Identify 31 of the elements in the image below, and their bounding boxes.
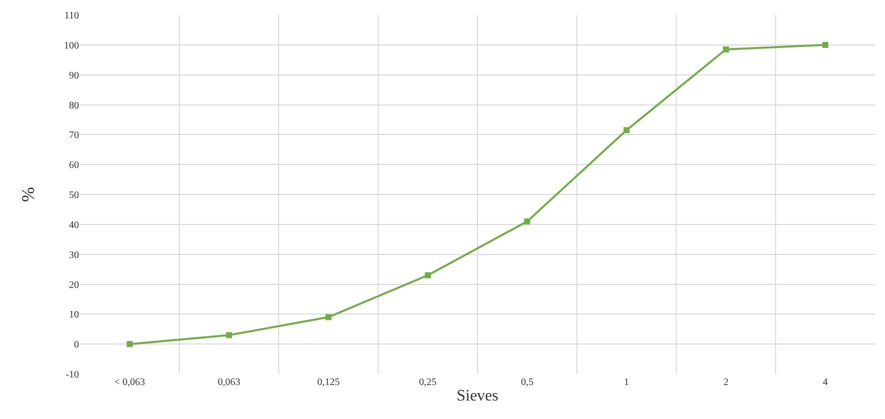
y-tick-label: 60 [69,160,79,172]
y-tick-label: 70 [69,130,79,142]
point [325,314,332,320]
y-tick-label: 20 [69,280,79,291]
x-tick-label: 0,125 [317,377,340,388]
y-tick-label: 0 [74,340,79,351]
x-tick-label: 0,5 [520,377,534,388]
x-tick-label: 0,25 [419,377,437,388]
y-tick-label: 110 [64,10,79,22]
y-tick-label: 90 [69,70,79,82]
y-tick-label: 80 [69,100,79,112]
point [424,272,431,278]
point [722,46,729,52]
point [126,341,133,348]
x-axis-title: Sieves [456,388,498,405]
y-tick-label: 40 [69,220,79,231]
point [822,42,828,48]
y-tick-label: 50 [69,190,79,201]
x-tick-label: 4 [822,377,828,388]
y-tick-label: 100 [64,40,79,52]
y-axis-title: % [18,187,38,202]
x-tick-label: 2 [723,377,728,388]
point [226,332,232,338]
x-tick-label: < 0,063 [114,377,146,388]
y-tick-label: 30 [69,250,79,261]
point [624,127,630,134]
x-tick-label: 0,063 [218,377,240,388]
point [524,218,530,224]
y-tick-label: 10 [69,310,79,321]
x-tick-label: 1 [624,377,630,388]
y-tick-label: -10 [66,370,79,380]
